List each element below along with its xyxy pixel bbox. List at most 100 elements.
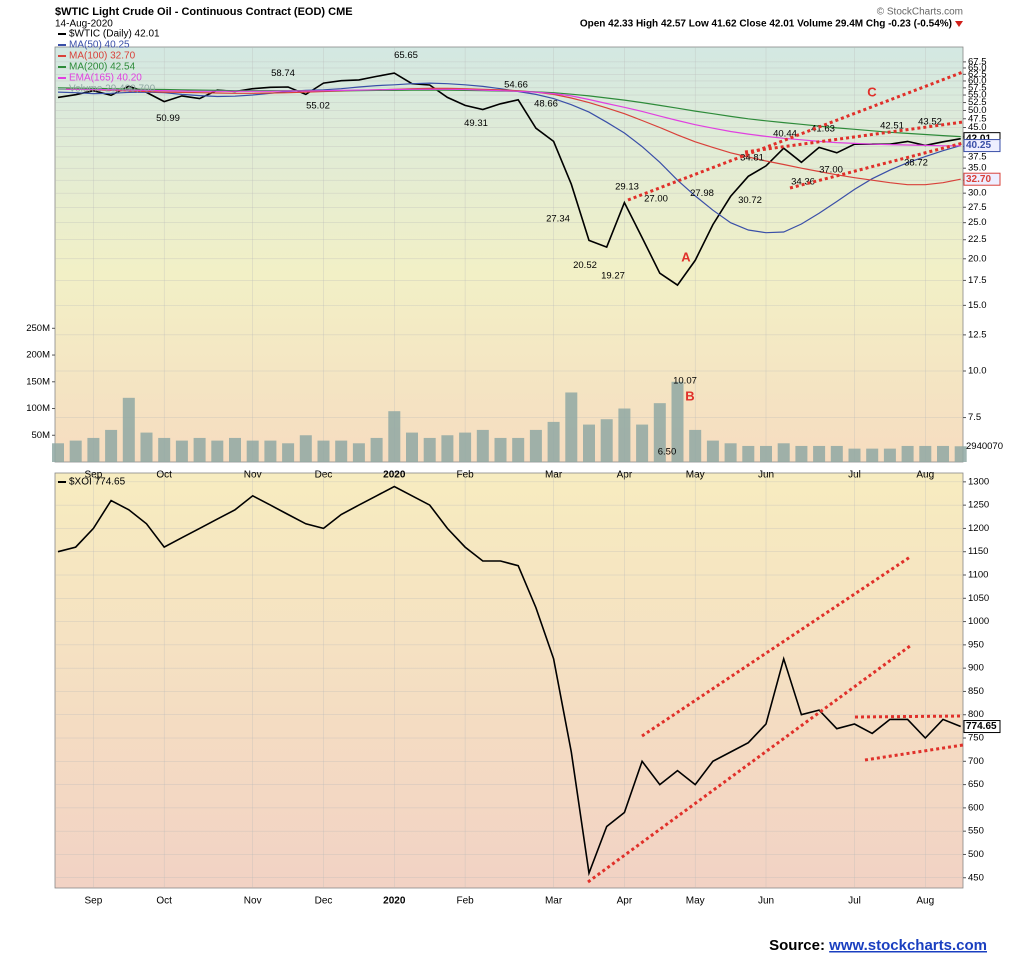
price-label: 38.72 — [904, 157, 928, 168]
y-tick-label: 750 — [968, 733, 984, 744]
source: Source: www.stockcharts.com — [769, 937, 987, 954]
price-line — [58, 87, 961, 186]
y-tick-label: 50.0 — [968, 105, 987, 116]
volume-bar — [742, 445, 755, 462]
legend-label: EMA(165) 40.20 — [69, 73, 142, 84]
price-label: 48.66 — [534, 98, 558, 109]
volume-bar — [547, 421, 560, 462]
price-label: 34.36 — [791, 177, 815, 188]
volume-bar — [246, 440, 259, 462]
y-tick-label: 37.5 — [968, 152, 987, 163]
wave-label: C — [867, 84, 877, 99]
volume-bar — [52, 443, 64, 462]
price-label: 6.50 — [658, 446, 677, 457]
y-tick-label: 47.5 — [968, 113, 987, 124]
volume-bar — [618, 408, 631, 462]
volume-bar — [476, 429, 489, 462]
y-tick-label: 1250 — [968, 500, 989, 511]
x-tick-label: Aug — [916, 896, 934, 907]
price-label: 54.66 — [504, 80, 528, 91]
volume-bar — [211, 440, 224, 462]
y-tick-label: 35.0 — [968, 163, 987, 174]
last-value-label: 32.70 — [966, 174, 991, 185]
price-label: 34.81 — [740, 153, 764, 164]
y-tick-label: 850 — [968, 686, 984, 697]
price-label: 42.51 — [880, 120, 904, 131]
price-label: 20.52 — [573, 260, 597, 271]
y-tick-label: 1150 — [968, 546, 988, 557]
volume-bar — [69, 440, 82, 462]
y-tick-label: 700 — [968, 756, 984, 767]
legend-label: Volume 29,400,700 — [69, 84, 156, 95]
x-tick-label: May — [686, 896, 705, 907]
y-tick-label: 57.5 — [968, 82, 987, 93]
volume-bar — [760, 445, 772, 462]
legend-label: MA(100) 32.70 — [69, 51, 136, 62]
y-tick-label: 67.5 — [968, 56, 987, 67]
legend-label: $XOI 774.65 — [69, 477, 126, 488]
y-tick-label: 55.0 — [968, 90, 987, 101]
volume-bar — [193, 437, 206, 462]
volume-bar — [370, 437, 383, 462]
trend-line — [587, 644, 911, 884]
down-arrow — [955, 21, 963, 27]
x-tick-label: Jul — [848, 896, 861, 907]
y-tick-label: 30.0 — [968, 188, 987, 199]
price-label: 30.72 — [738, 195, 762, 206]
volume-bar — [866, 448, 879, 462]
trend-line — [744, 120, 964, 154]
x-tick-label: Jun — [758, 896, 774, 907]
price-label: 40.44 — [773, 128, 797, 139]
y2-tick-label: 200M — [26, 350, 50, 361]
volume-bar — [388, 411, 401, 462]
price-label: 27.34 — [546, 214, 570, 225]
price-line — [57, 72, 961, 287]
wave-label: A — [681, 249, 691, 264]
price-label: 29.13 — [615, 181, 639, 192]
y2-tick-label: 100M — [26, 403, 50, 414]
volume-bar — [229, 437, 241, 462]
last-value-label: 42.01 — [966, 133, 991, 144]
volume-bar — [830, 445, 843, 462]
volume-bar — [529, 429, 542, 462]
source-link[interactable]: www.stockcharts.com — [828, 937, 987, 954]
volume-bar — [583, 424, 595, 462]
volume-bar — [494, 437, 507, 462]
y-tick-label: 12.5 — [968, 329, 987, 340]
volume-bar — [175, 440, 188, 462]
y2-tick-label: 150M — [26, 376, 50, 387]
x-tick-label: Oct — [156, 896, 172, 907]
y-tick-label: 22.5 — [968, 234, 987, 245]
y-tick-label: 62.5 — [968, 69, 987, 80]
y2-tick-label: 250M — [26, 323, 50, 334]
volume-bar — [122, 397, 135, 462]
x-tick-label: Mar — [545, 470, 563, 481]
x-tick-label: Feb — [456, 896, 474, 907]
x-tick-label: Sep — [85, 896, 103, 907]
volume-bar — [901, 445, 914, 462]
volume-bar — [335, 440, 348, 462]
y-tick-label: 60.0 — [968, 75, 987, 86]
quote: Open 42.33 High 42.57 Low 41.62 Close 42… — [580, 19, 952, 30]
y-tick-label: 1200 — [968, 523, 989, 534]
y-tick-label: 650 — [968, 779, 984, 790]
y-tick-label: 1300 — [968, 476, 989, 487]
y-tick-label: 500 — [968, 849, 984, 860]
volume-bar — [724, 443, 737, 462]
last-value-box — [963, 139, 1001, 153]
volume-bar — [299, 435, 312, 462]
last-value-box — [963, 172, 1001, 186]
price-label: 43.52 — [918, 116, 942, 127]
price-label: 58.74 — [271, 68, 295, 79]
volume-bar — [512, 437, 525, 462]
price-label: 27.98 — [690, 188, 714, 199]
y-tick-label: 45.0 — [968, 122, 987, 133]
volume-bar — [441, 435, 454, 462]
y-tick-label: 65.0 — [968, 63, 987, 74]
volume-last-label: 2940070 — [966, 441, 1003, 452]
volume-bar — [653, 403, 666, 462]
volume-bar — [158, 437, 171, 462]
price-panel — [54, 46, 964, 463]
price-label: 10.07 — [673, 375, 697, 386]
price-label: 50.99 — [156, 113, 180, 124]
